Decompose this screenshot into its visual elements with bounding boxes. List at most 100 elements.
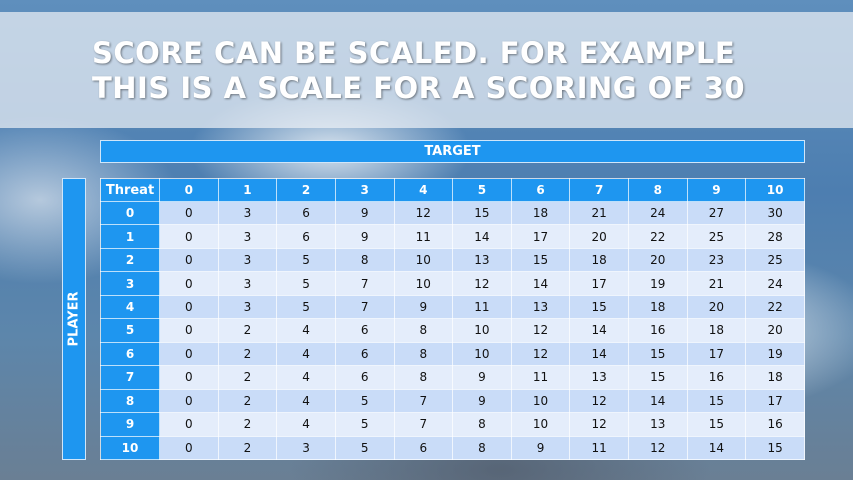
score-cell: 18 (510, 200, 571, 226)
score-cell: 0 (159, 341, 219, 367)
score-cell: 6 (276, 224, 336, 249)
score-cell: 15 (452, 200, 512, 226)
score-cell: 0 (159, 412, 219, 437)
score-cell: 10 (452, 341, 512, 367)
table-row: 10 0 2 3 5 6 8 9 11 12 14 15 (100, 435, 805, 461)
table-row: 8 0 2 4 5 7 9 10 12 14 15 17 (100, 388, 805, 414)
score-cell: 15 (686, 412, 747, 437)
score-cell: 20 (569, 224, 629, 249)
score-cell: 12 (452, 271, 512, 296)
row-header: 5 (100, 318, 160, 343)
table-header-row: Threat 0 1 2 3 4 5 6 7 8 9 10 (100, 178, 805, 202)
score-cell: 9 (452, 388, 512, 414)
score-cell: 17 (510, 224, 571, 249)
table-row: 1 0 3 6 9 11 14 17 20 22 25 28 (100, 224, 805, 249)
score-cell: 0 (159, 294, 219, 320)
score-cell: 14 (452, 224, 512, 249)
score-cell: 3 (217, 271, 278, 296)
score-cell: 4 (276, 341, 336, 367)
column-header: 7 (569, 178, 629, 202)
score-cell: 14 (510, 271, 571, 296)
score-cell: 15 (510, 247, 571, 273)
table-row: 9 0 2 4 5 7 8 10 12 13 15 16 (100, 412, 805, 437)
column-header: 1 (217, 178, 278, 202)
score-cell: 9 (393, 294, 454, 320)
score-cell: 0 (159, 224, 219, 249)
score-cell: 0 (159, 200, 219, 226)
score-cell: 6 (393, 435, 454, 461)
score-cell: 22 (745, 294, 805, 320)
score-cell: 14 (628, 388, 688, 414)
score-cell: 12 (510, 318, 571, 343)
row-header: 3 (100, 271, 160, 296)
score-cell: 24 (745, 271, 805, 296)
row-header: 2 (100, 247, 160, 273)
score-cell: 0 (159, 435, 219, 461)
table-row: 5 0 2 4 6 8 10 12 14 16 18 20 (100, 318, 805, 343)
column-header: 4 (393, 178, 454, 202)
table-row: 7 0 2 4 6 8 9 11 13 15 16 18 (100, 365, 805, 390)
title-line-1: SCORE CAN BE SCALED. FOR EXAMPLE (92, 36, 736, 70)
score-cell: 12 (393, 200, 454, 226)
score-cell: 14 (569, 341, 629, 367)
score-cell: 15 (628, 365, 688, 390)
score-cell: 7 (334, 294, 395, 320)
score-cell: 30 (745, 200, 805, 226)
row-header: 4 (100, 294, 160, 320)
player-header: PLAYER (62, 178, 86, 460)
table-row: 4 0 3 5 7 9 11 13 15 18 20 22 (100, 294, 805, 320)
score-cell: 9 (334, 200, 395, 226)
score-cell: 10 (510, 388, 571, 414)
score-cell: 22 (628, 224, 688, 249)
score-cell: 16 (628, 318, 688, 343)
score-cell: 25 (686, 224, 747, 249)
score-cell: 5 (334, 435, 395, 461)
score-cell: 10 (510, 412, 571, 437)
score-cell: 18 (745, 365, 805, 390)
table-row: 3 0 3 5 7 10 12 14 17 19 21 24 (100, 271, 805, 296)
score-cell: 19 (745, 341, 805, 367)
score-cell: 4 (276, 388, 336, 414)
score-cell: 15 (569, 294, 629, 320)
score-cell: 15 (686, 388, 747, 414)
score-cell: 17 (745, 388, 805, 414)
score-cell: 19 (628, 271, 688, 296)
column-header: 9 (686, 178, 747, 202)
score-cell: 0 (159, 271, 219, 296)
title-band (0, 12, 853, 128)
score-cell: 18 (628, 294, 688, 320)
score-cell: 15 (628, 341, 688, 367)
score-cell: 4 (276, 365, 336, 390)
score-cell: 23 (686, 247, 747, 273)
player-label: PLAYER (66, 291, 82, 347)
table-row: 6 0 2 4 6 8 10 12 14 15 17 19 (100, 341, 805, 367)
column-header: 2 (276, 178, 336, 202)
score-cell: 27 (686, 200, 747, 226)
target-header: TARGET (100, 140, 805, 163)
corner-header: Threat (100, 178, 160, 202)
column-header: 8 (628, 178, 688, 202)
score-cell: 5 (276, 247, 336, 273)
score-cell: 11 (510, 365, 571, 390)
score-cell: 2 (217, 318, 278, 343)
score-cell: 18 (686, 318, 747, 343)
score-cell: 5 (334, 388, 395, 414)
score-cell: 2 (217, 435, 278, 461)
column-header: 0 (159, 178, 219, 202)
score-cell: 3 (217, 294, 278, 320)
score-cell: 3 (217, 224, 278, 249)
score-cell: 3 (217, 200, 278, 226)
score-cell: 13 (569, 365, 629, 390)
score-cell: 16 (745, 412, 805, 437)
score-cell: 9 (452, 365, 512, 390)
score-cell: 24 (628, 200, 688, 226)
row-header: 8 (100, 388, 160, 414)
score-cell: 8 (393, 318, 454, 343)
column-header: 6 (510, 178, 571, 202)
score-cell: 5 (276, 294, 336, 320)
score-cell: 20 (628, 247, 688, 273)
score-cell: 0 (159, 247, 219, 273)
score-cell: 18 (569, 247, 629, 273)
column-header: 5 (452, 178, 512, 202)
score-cell: 8 (393, 341, 454, 367)
